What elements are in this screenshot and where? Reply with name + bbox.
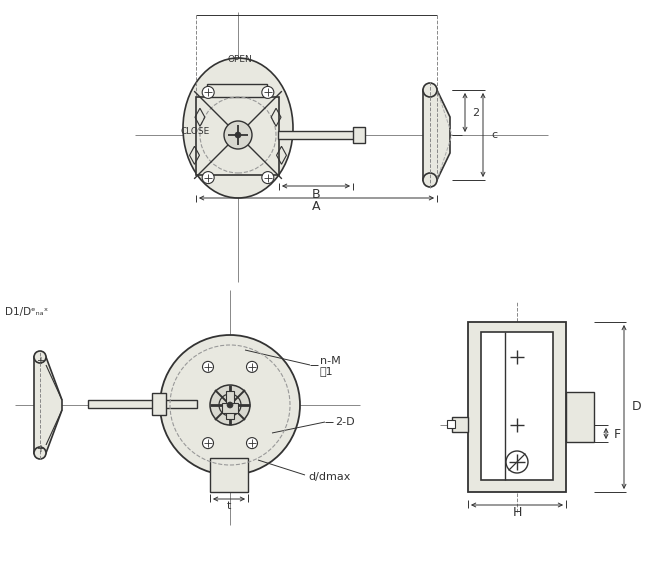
Polygon shape — [34, 357, 62, 453]
Text: 深1: 深1 — [320, 366, 333, 376]
Text: H: H — [512, 506, 522, 519]
Text: n-M: n-M — [320, 356, 341, 366]
Circle shape — [227, 402, 233, 408]
Circle shape — [262, 172, 274, 184]
Bar — [222, 403, 238, 413]
Text: +: + — [36, 356, 44, 366]
Circle shape — [423, 83, 437, 97]
Text: 2: 2 — [472, 108, 479, 118]
Circle shape — [224, 121, 252, 149]
Bar — [447, 420, 455, 428]
Text: B: B — [312, 187, 320, 201]
Bar — [278, 131, 363, 139]
Polygon shape — [423, 90, 450, 180]
Circle shape — [203, 437, 213, 448]
Text: D1/Dᵉₙₐˣ: D1/Dᵉₙₐˣ — [5, 307, 48, 317]
Bar — [152, 393, 166, 415]
Text: +: + — [36, 444, 44, 454]
Bar — [197, 370, 270, 440]
Bar — [88, 400, 197, 408]
Bar — [468, 322, 566, 492]
Circle shape — [246, 437, 257, 448]
Text: 2-D: 2-D — [335, 417, 355, 427]
Bar — [210, 458, 248, 492]
Text: d/dmax: d/dmax — [308, 472, 350, 482]
Circle shape — [202, 172, 214, 184]
Circle shape — [235, 132, 241, 138]
Bar — [208, 440, 258, 458]
Circle shape — [202, 86, 214, 99]
Text: OPEN: OPEN — [227, 55, 252, 63]
Bar — [196, 97, 279, 175]
Bar — [481, 332, 553, 480]
Circle shape — [210, 385, 250, 425]
Bar — [452, 417, 468, 432]
Bar — [353, 127, 365, 143]
Text: F: F — [614, 427, 621, 440]
Bar — [208, 352, 258, 370]
Circle shape — [423, 173, 437, 187]
Circle shape — [246, 361, 257, 372]
Text: t: t — [227, 501, 231, 511]
Circle shape — [506, 451, 528, 473]
Text: c: c — [491, 130, 497, 140]
Bar — [226, 391, 234, 419]
Circle shape — [34, 351, 46, 363]
Circle shape — [34, 447, 46, 459]
Text: D: D — [632, 401, 642, 414]
Circle shape — [262, 86, 274, 99]
Ellipse shape — [183, 58, 293, 198]
Circle shape — [203, 361, 213, 372]
Bar — [207, 84, 267, 97]
Text: CLOSE: CLOSE — [181, 128, 210, 136]
Bar — [566, 392, 594, 442]
Circle shape — [160, 335, 300, 475]
Text: A: A — [312, 200, 320, 212]
